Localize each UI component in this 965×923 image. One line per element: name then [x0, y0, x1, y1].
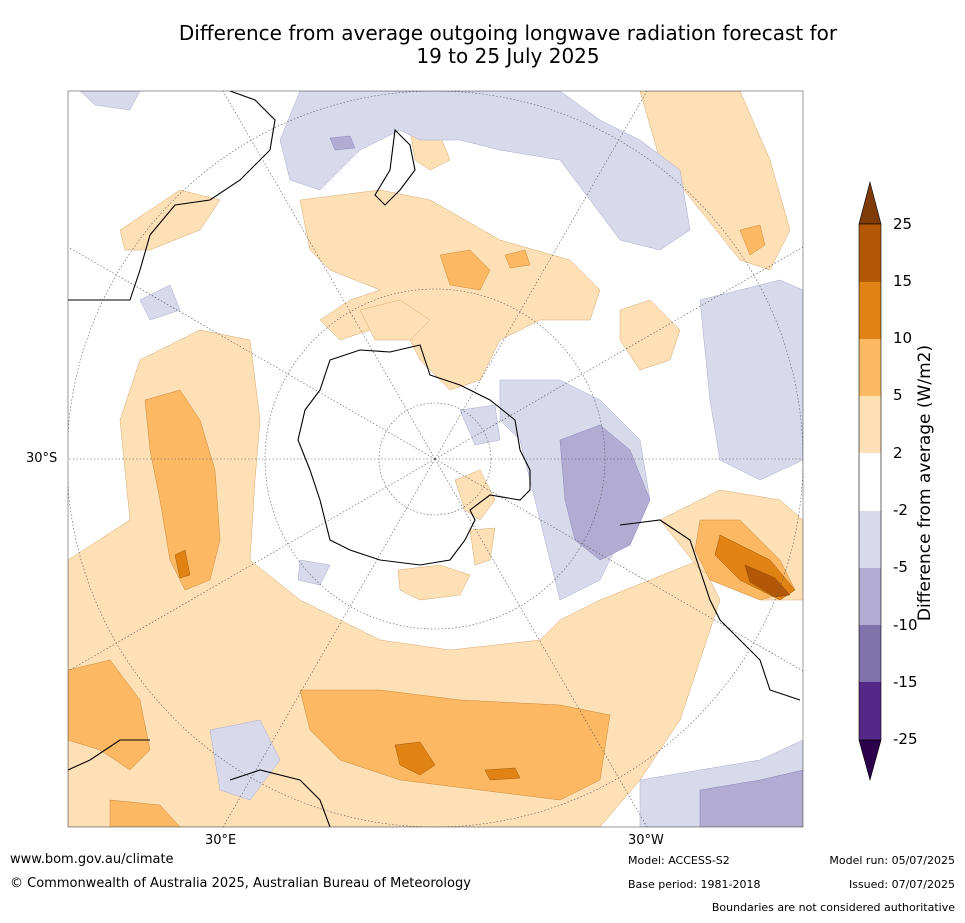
colorbar-bin-10-15 [859, 282, 881, 339]
colorbar-tick: 2 [893, 444, 903, 462]
lon-label-30w: 30°W [628, 833, 664, 848]
chart-title: Difference from average outgoing longwav… [68, 22, 948, 68]
colorbar-bin-neg5-neg2 [859, 511, 881, 568]
colorbar-frame [858, 223, 882, 741]
colorbar-bin-2-5 [859, 396, 881, 453]
colorbar-top-arrow [858, 180, 882, 225]
colorbar-bin-neg15-neg10 [859, 625, 881, 682]
australia-coast [68, 91, 276, 301]
base-period-text: Base period: 1981-2018 [628, 878, 761, 891]
anomaly-2-5-regions [68, 91, 803, 827]
antarctica-coast [297, 344, 531, 566]
disclaimer-text: Boundaries are not considered authoritat… [711, 901, 955, 914]
lon-label-30e: 30°E [205, 833, 237, 848]
copyright-text: © Commonwealth of Australia 2025, Austra… [10, 876, 471, 891]
colorbar-tick: -5 [893, 558, 908, 576]
south-america-coast [619, 519, 801, 701]
coastlines [68, 91, 801, 827]
colorbar-tick: -15 [893, 673, 918, 691]
colorbar-bin-15-25 [859, 224, 881, 282]
africa-coast [68, 739, 331, 827]
model-text: Model: ACCESS-S2 [628, 854, 730, 867]
colorbar-bin-neg2-2 [859, 453, 881, 511]
colorbar-label: Difference from average (W/m2) [915, 344, 935, 622]
colorbar-bin-neg10-neg5 [859, 568, 881, 625]
map-field [68, 91, 803, 827]
colorbar-bin-neg25-neg15 [859, 682, 881, 740]
new-zealand-coast [374, 128, 416, 206]
colorbar-tick: -2 [893, 501, 908, 519]
model-run-text: Model run: 05/07/2025 [829, 854, 955, 867]
website-link[interactable]: www.bom.gov.au/climate [10, 852, 174, 867]
graticule-meridians [68, 91, 803, 827]
colorbar-bottom-arrow [858, 739, 882, 782]
anomaly-5-10-regions [68, 224, 796, 827]
colorbar-tick: 5 [893, 386, 903, 404]
colorbar-tick: -25 [893, 730, 918, 748]
colorbar-bin-5-10 [859, 339, 881, 396]
colorbar-tick: 15 [893, 272, 913, 290]
colorbar-tick: 10 [893, 329, 913, 347]
title-line-2: 19 to 25 July 2025 [416, 44, 600, 68]
anomaly-15-25-regions [744, 564, 791, 598]
title-line-1: Difference from average outgoing longwav… [178, 21, 838, 45]
colorbar [858, 180, 882, 782]
lat-label-30s: 30°S [26, 451, 58, 466]
issued-text: Issued: 07/07/2025 [848, 878, 955, 891]
map-frame [67, 90, 804, 828]
colorbar-tick: 25 [893, 215, 913, 233]
colorbar-tick: -10 [893, 616, 918, 634]
